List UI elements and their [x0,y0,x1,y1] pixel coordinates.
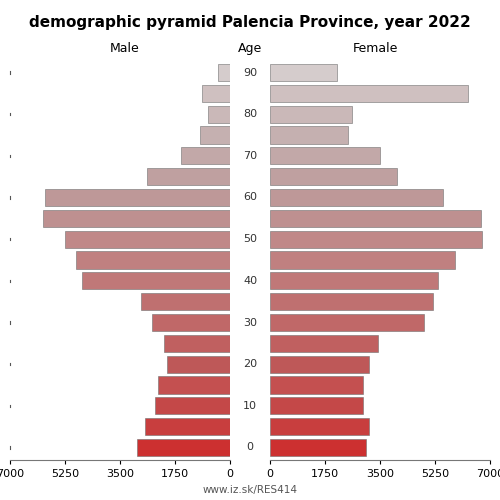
Bar [270,64,338,81]
Bar [270,376,362,394]
Bar [65,230,230,248]
Bar [270,272,438,289]
Bar [147,168,230,185]
Text: 90: 90 [243,68,257,78]
Text: demographic pyramid Palencia Province, year 2022: demographic pyramid Palencia Province, y… [29,15,471,30]
Bar [164,335,230,352]
Bar [270,148,380,164]
Bar [208,106,230,122]
Bar [270,189,443,206]
Bar [82,272,230,289]
Bar [270,168,397,185]
Bar [270,335,378,352]
Text: 60: 60 [243,192,257,202]
Bar [152,314,230,331]
Bar [138,439,230,456]
Bar [146,418,230,435]
Bar [218,64,230,81]
Bar [270,106,351,122]
Bar [270,314,424,331]
Bar [44,189,230,206]
Text: 70: 70 [243,151,257,161]
Bar [140,293,230,310]
Text: www.iz.sk/RES414: www.iz.sk/RES414 [202,485,298,495]
Bar [270,85,468,102]
Bar [76,252,230,268]
Bar [270,439,366,456]
Text: 80: 80 [243,109,257,119]
Bar [154,398,230,414]
Bar [43,210,230,227]
Bar [270,356,369,372]
Text: 40: 40 [243,276,257,286]
Bar [158,376,230,394]
Text: Age: Age [238,42,262,55]
Bar [200,126,230,144]
Bar [182,148,230,164]
Text: 20: 20 [243,359,257,369]
Bar [270,230,482,248]
Bar [270,398,362,414]
Bar [168,356,230,372]
Text: Female: Female [352,42,398,55]
Text: 0: 0 [246,442,254,452]
Text: Male: Male [110,42,140,55]
Bar [270,293,434,310]
Bar [270,252,456,268]
Text: 10: 10 [243,401,257,411]
Bar [270,418,369,435]
Bar [270,210,480,227]
Text: 30: 30 [243,318,257,328]
Bar [202,85,230,102]
Bar [270,126,348,144]
Text: 50: 50 [243,234,257,244]
